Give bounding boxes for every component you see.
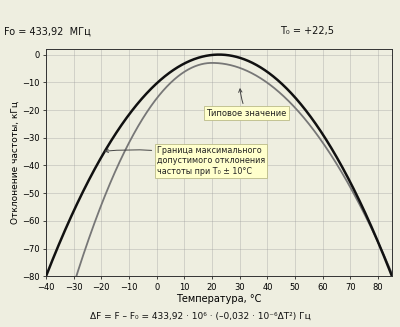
Text: Граница максимального
допустимого отклонения
частоты при T₀ ± 10°С: Граница максимального допустимого отклон… <box>105 146 265 176</box>
Y-axis label: Отклонение частоты, кГц: Отклонение частоты, кГц <box>10 101 19 224</box>
Text: ΔF = F – F₀ = 433,92 · 10⁶ · (–0,032 · 10⁻⁶ΔT²) Гц: ΔF = F – F₀ = 433,92 · 10⁶ · (–0,032 · 1… <box>90 311 310 320</box>
X-axis label: Температура, °C: Температура, °C <box>176 294 262 304</box>
Text: T₀ = +22,5: T₀ = +22,5 <box>280 26 334 36</box>
Text: Типовое значение: Типовое значение <box>206 89 287 118</box>
Text: Fo = 433,92  МГц: Fo = 433,92 МГц <box>4 26 91 36</box>
